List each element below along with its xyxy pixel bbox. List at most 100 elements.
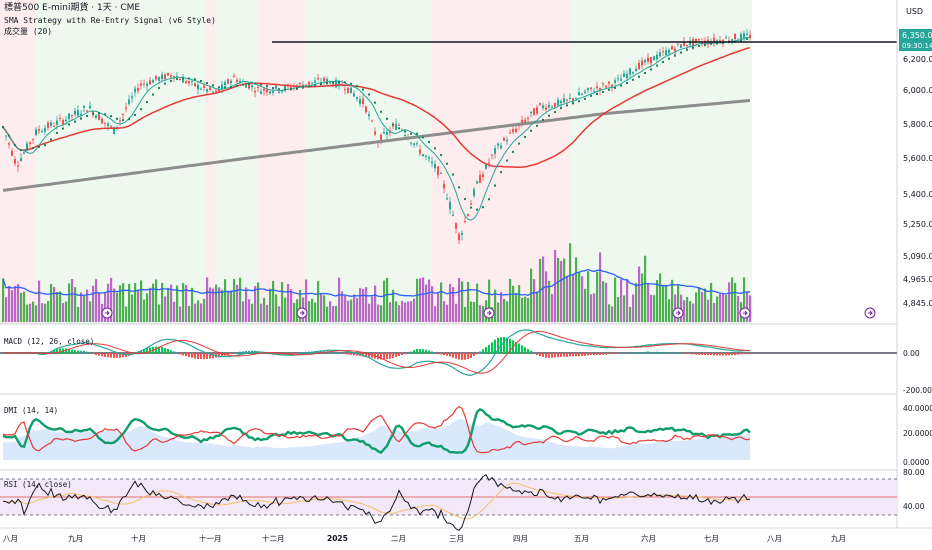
trail-dot xyxy=(212,84,214,87)
trail-dot xyxy=(422,136,424,139)
volume-bar xyxy=(62,303,65,322)
volume-bar xyxy=(323,295,326,322)
volume-bar xyxy=(320,294,323,322)
candle-body xyxy=(311,82,313,84)
last-price-value: 6,350.00 xyxy=(902,31,932,40)
macd-hist-bar xyxy=(104,353,106,357)
trail-dot xyxy=(566,104,568,107)
macd-hist-bar xyxy=(578,353,580,357)
rsi-pane[interactable] xyxy=(0,474,897,532)
candle-body xyxy=(98,114,100,121)
volume-bar xyxy=(401,300,404,322)
macd-hist-bar xyxy=(452,353,454,358)
price-tick-label: 5,600.00 xyxy=(903,154,932,163)
event-markers[interactable] xyxy=(101,307,876,319)
trail-dot xyxy=(260,83,262,86)
macd-hist-bar xyxy=(686,353,688,354)
volume-bar xyxy=(41,303,44,322)
macd-hist-bar xyxy=(563,353,565,357)
volume-bar xyxy=(32,301,35,322)
macd-hist-bar xyxy=(743,353,745,354)
volume-bar xyxy=(494,289,497,322)
time-tick-label: 二月 xyxy=(391,534,406,543)
candle-body xyxy=(236,79,238,83)
rsi-title[interactable]: RSI (14, close) xyxy=(4,480,72,489)
macd-hist-bar xyxy=(305,351,307,354)
price-axis[interactable]: 6,200.00 6,000.00 5,800.00 5,600.00 5,400.00… xyxy=(903,55,932,308)
candle-body xyxy=(359,99,361,104)
volume-bar xyxy=(569,243,572,322)
macd-hist-bar xyxy=(227,353,229,356)
macd-pane[interactable] xyxy=(0,329,897,376)
macd-hist-bar xyxy=(455,353,457,359)
trail-dot xyxy=(440,154,442,157)
candle-body xyxy=(113,127,115,135)
candle-body xyxy=(230,80,232,84)
volume-bar xyxy=(140,280,143,322)
time-axis[interactable]: 八月 九月 十月 十一月 十二月 2025 二月 三月 四月 五月 六月 七月 八月 九月 xyxy=(3,533,846,543)
event-marker-icon[interactable] xyxy=(864,307,876,319)
macd-hist-bar xyxy=(602,353,604,355)
event-marker-icon[interactable] xyxy=(739,307,751,319)
volume-bar xyxy=(701,291,704,322)
macd-hist-bar xyxy=(155,346,157,354)
trail-dot xyxy=(746,37,748,40)
strategy-title[interactable]: SMA Strategy with Re-Entry Signal (v6 St… xyxy=(4,16,216,25)
macd-title[interactable]: MACD (12, 26, close) xyxy=(4,337,95,346)
trail-dot xyxy=(380,110,382,113)
candle-body xyxy=(161,74,163,80)
currency-label[interactable]: USD xyxy=(906,7,923,16)
countdown-value: 09:30:14 xyxy=(902,42,932,50)
trail-dot xyxy=(608,88,610,91)
sma-fast-line xyxy=(2,36,751,221)
volume-bars xyxy=(2,243,752,322)
trail-dot xyxy=(152,93,154,96)
macd-hist-bar xyxy=(281,353,283,356)
candle-body xyxy=(263,88,265,91)
candle-body xyxy=(356,97,358,99)
candle-body xyxy=(734,33,736,40)
candle-body xyxy=(584,91,586,94)
trail-dot xyxy=(392,123,394,126)
candle-body xyxy=(143,83,145,85)
symbol-title[interactable]: 標普500 E-mini期貨 · 1天 · CME xyxy=(4,3,141,13)
event-marker-icon[interactable] xyxy=(483,307,495,319)
volume-bar xyxy=(464,306,467,322)
dmi-pane[interactable] xyxy=(2,405,751,460)
macd-hist-bar xyxy=(197,353,199,360)
macd-hist-bar xyxy=(185,353,187,357)
volume-bar xyxy=(506,301,509,322)
macd-hist-bar xyxy=(707,353,709,356)
dmi-title[interactable]: DMI (14, 14) xyxy=(4,406,59,415)
macd-hist-bar xyxy=(737,353,739,355)
macd-hist-bar xyxy=(119,353,121,358)
trail-dot xyxy=(236,84,238,87)
macd-hist-bar xyxy=(506,337,508,354)
volume-bar xyxy=(386,277,389,322)
candle-body xyxy=(602,83,604,85)
macd-hist-bar xyxy=(731,353,733,356)
event-marker-icon[interactable] xyxy=(296,307,308,319)
candle-body xyxy=(188,81,190,84)
macd-hist-bar xyxy=(236,352,238,354)
volume-bar xyxy=(170,284,173,322)
volume-bar xyxy=(230,290,233,322)
price-tick-label: 5,400.00 xyxy=(903,190,932,199)
trail-dot xyxy=(362,88,364,91)
trail-dot xyxy=(722,41,724,44)
volume-bar xyxy=(353,294,356,322)
candle-body xyxy=(695,38,697,43)
volume-bar xyxy=(95,279,98,322)
macd-hist-bar xyxy=(476,353,478,355)
candle-body xyxy=(419,149,421,154)
volume-bar xyxy=(116,292,119,322)
time-tick-label: 四月 xyxy=(513,534,528,543)
event-marker-icon[interactable] xyxy=(672,307,684,319)
volume-bar xyxy=(596,271,599,322)
event-marker-icon[interactable] xyxy=(101,307,113,319)
macd-hist-bar xyxy=(668,352,670,354)
volume-title[interactable]: 成交量 (20) xyxy=(4,27,53,36)
candle-body xyxy=(74,110,76,115)
macd-hist-bar xyxy=(482,349,484,354)
